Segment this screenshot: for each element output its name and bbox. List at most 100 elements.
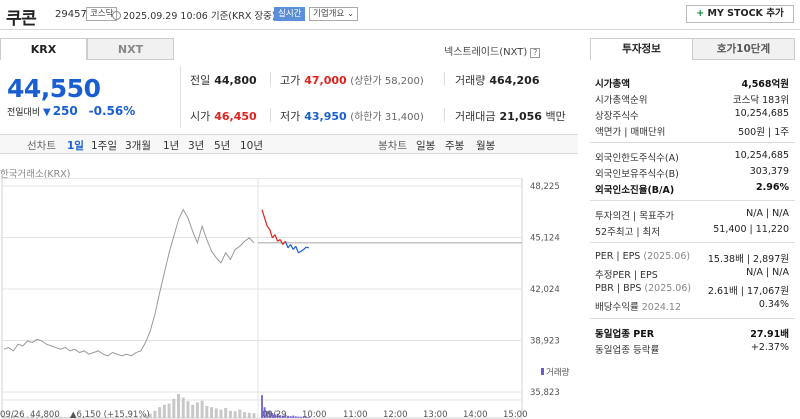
dividend-row: 배당수익률 2024.12 0.34%: [595, 299, 789, 313]
x-axis-label: 14:00: [463, 410, 488, 419]
volume-bar: [200, 400, 204, 418]
volume-bar: [263, 407, 266, 418]
today-price-segment: [290, 244, 294, 250]
volume-bar: [16, 416, 20, 418]
volume-bar: [279, 415, 282, 418]
today-price-segment: [295, 245, 299, 254]
x-axis-labels: 09/26 09/29 10:00 11:00 12:00 13:00 14:00 15:00…: [0, 410, 528, 419]
tab-krx[interactable]: KRX: [0, 38, 87, 60]
volume-bar: [30, 415, 34, 418]
volume-bar: [181, 397, 185, 418]
stat-divider: [270, 108, 271, 122]
volume-bar: [110, 416, 114, 418]
stat-divider: [270, 72, 271, 86]
x-axis-label: 10:00: [302, 410, 327, 419]
volume-bar: [144, 415, 148, 418]
volume-bar: [268, 411, 271, 418]
x-axis-label: 09/26: [0, 410, 25, 419]
volume-bar: [233, 411, 237, 418]
sector-rate-row[interactable]: 동일업종 등락률 +2.37%: [595, 342, 789, 356]
volume-bar: [247, 412, 251, 418]
volume-bar: [11, 415, 15, 418]
foreign-hold-row: 외국인보유주식수(B) 303,379: [595, 166, 789, 180]
volume-bar: [125, 416, 129, 418]
price-chart[interactable]: 48,225 45,124 42,024 38,923 35,823 거래량 09/26…: [0, 178, 578, 419]
period-monthly[interactable]: 월봉: [476, 140, 496, 152]
volume-bar: [228, 410, 232, 418]
chart-grid: [1, 178, 523, 419]
volume-bar: [284, 414, 287, 418]
sector-per-row[interactable]: 동일업종 PER 27.91배: [595, 329, 789, 340]
volume-bar: [82, 416, 86, 418]
volume-bar: [205, 406, 209, 418]
section-divider: [590, 242, 795, 243]
company-overview-button[interactable]: 기업개요 ⌄: [309, 7, 359, 21]
period-weekly[interactable]: 주봉: [445, 140, 465, 152]
chart-toolbar: 선차트 1일 1주일 3개월 1년 3년 5년 10년 봉차트 일봉 주봉 월봉: [0, 134, 578, 154]
period-1y[interactable]: 1년: [163, 140, 180, 152]
period-1w[interactable]: 1주일: [91, 140, 118, 152]
volume-bar: [158, 407, 162, 418]
tab-nxt[interactable]: NXT: [87, 38, 174, 60]
volume-bar: [289, 416, 292, 418]
low-price: 저가 43,950 (하한가 31,400): [280, 110, 424, 123]
nextrade-link[interactable]: 넥스트레이드(NXT)?: [444, 43, 541, 58]
volume-bar: [302, 416, 305, 418]
volume-bar: [2, 416, 6, 418]
stock-code: 294570: [55, 9, 94, 20]
section-divider: [590, 318, 795, 319]
today-price-line: [261, 209, 309, 254]
volume-bar: [172, 398, 176, 418]
x-axis-label: 11:00: [343, 410, 368, 419]
period-3y[interactable]: 3년: [188, 140, 205, 152]
market-cap-rank-row: 시가총액순위 코스닥 183위: [595, 95, 789, 106]
tab-invest-info[interactable]: 투자정보: [590, 38, 693, 60]
today-price-segment: [292, 245, 297, 250]
period-10y[interactable]: 10년: [240, 140, 264, 152]
period-1d[interactable]: 1일: [67, 140, 84, 152]
volume-bar: [300, 416, 302, 418]
volume-bar: [129, 417, 133, 418]
today-price-segment: [269, 229, 273, 239]
x-axis-label: 13:00: [423, 410, 448, 419]
price-change: 전일대비 ▼ 250 -0.56%: [7, 104, 136, 118]
volume-bar: [101, 417, 105, 418]
market-tabs: KRX NXT: [0, 38, 174, 60]
pbr-row: PBR | BPS (2025.06) 2.61배 | 17,067원: [595, 283, 789, 297]
per-row: PER | EPS (2025.06) 15.38배 | 2,897원: [595, 251, 789, 265]
par-value-row: 액면가 | 매매단위 500원 | 1주: [595, 127, 789, 138]
today-price-segment: [264, 217, 268, 227]
volume-bar: [210, 407, 214, 418]
chart-source: 한국거래소(KRX): [0, 169, 71, 180]
volume-bar: [106, 417, 110, 418]
period-daily[interactable]: 일봉: [416, 140, 436, 152]
volume-bar: [87, 416, 91, 418]
help-icon[interactable]: ?: [530, 48, 541, 58]
today-price-segment: [300, 249, 304, 252]
volume-bar: [153, 410, 157, 418]
volume-bar: [35, 416, 39, 418]
period-5y[interactable]: 5년: [214, 140, 231, 152]
today-price-segment: [274, 234, 279, 242]
volume-bar: [307, 417, 310, 418]
high-price: 고가 47,000 (상한가 58,200): [280, 74, 424, 87]
volume-bar: [77, 417, 81, 418]
invest-tabs: 투자정보 호가10단계: [590, 38, 795, 60]
add-mystock-button[interactable]: + MY STOCK 추가: [686, 5, 794, 23]
volume-bar: [26, 416, 30, 418]
line-chart-button[interactable]: 선차트: [27, 140, 56, 152]
section-divider: [590, 200, 795, 201]
tab-orderbook[interactable]: 호가10단계: [692, 38, 795, 60]
today-price-segment: [279, 239, 284, 245]
period-3m[interactable]: 3개월: [125, 140, 152, 152]
quote-time: 2025.09.29 10:06 기준(KRX 장중): [112, 8, 276, 22]
today-price-segment: [261, 209, 266, 219]
realtime-badge[interactable]: 실시간: [274, 7, 306, 21]
volume-bar: [292, 415, 295, 418]
today-price-segment: [266, 225, 271, 230]
price-divider: [180, 66, 181, 128]
candle-chart-button[interactable]: 봉차트: [378, 140, 407, 152]
chart-frame: [1, 178, 523, 419]
volume-bar: [40, 416, 44, 418]
volume-legend: 거래량: [546, 367, 570, 378]
